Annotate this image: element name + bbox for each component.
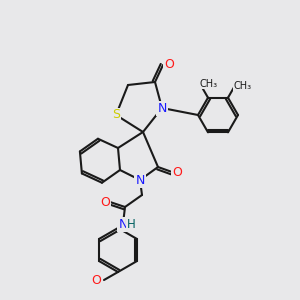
Text: CH₃: CH₃ bbox=[234, 81, 252, 91]
Text: O: O bbox=[91, 274, 101, 286]
Text: N: N bbox=[135, 173, 145, 187]
Text: N: N bbox=[157, 101, 167, 115]
Text: H: H bbox=[127, 218, 135, 230]
Text: O: O bbox=[164, 58, 174, 71]
Text: O: O bbox=[100, 196, 110, 208]
Text: N: N bbox=[118, 218, 128, 230]
Text: CH₃: CH₃ bbox=[200, 79, 218, 88]
Text: O: O bbox=[172, 166, 182, 178]
Text: S: S bbox=[112, 109, 120, 122]
